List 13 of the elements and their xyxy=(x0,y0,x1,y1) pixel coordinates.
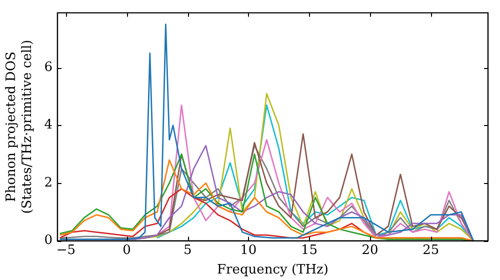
x-tick-label: 0 xyxy=(122,242,131,258)
y-tick-label: 6 xyxy=(44,60,52,76)
x-tick-label: 15 xyxy=(300,242,318,258)
y-tick-label: 2 xyxy=(44,175,52,190)
x-tick-label: −5 xyxy=(56,242,76,258)
x-tick-label: 25 xyxy=(422,242,440,258)
y-tick-label: 0 xyxy=(44,233,52,248)
x-tick-label: 5 xyxy=(183,242,192,258)
x-tick-label: 10 xyxy=(240,242,257,258)
x-axis-title: Frequency (THz) xyxy=(217,262,328,278)
x-tick-label: 20 xyxy=(362,242,378,258)
y-tick-label: 4 xyxy=(44,118,52,133)
y-axis-title: Phonon projected DOS (States/THz·primitive cell) xyxy=(4,40,35,214)
